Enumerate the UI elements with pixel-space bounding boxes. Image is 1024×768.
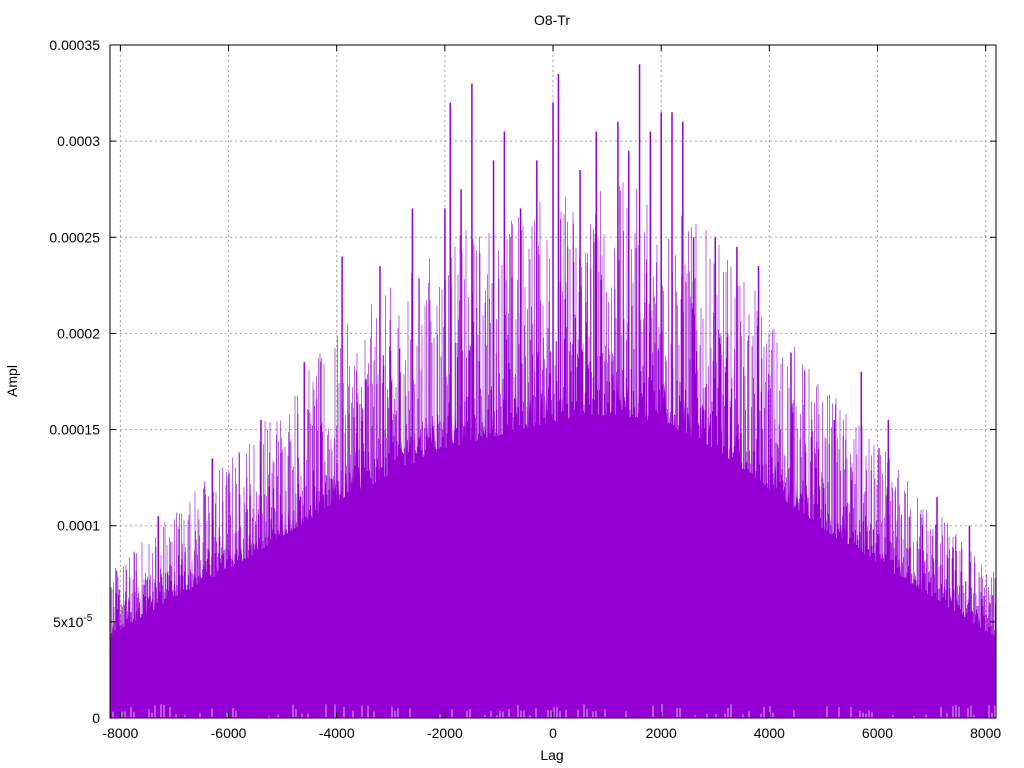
x-tick-label: -8000 [102, 725, 138, 741]
y-tick-label: 5x10-5 [53, 613, 93, 630]
x-axis-label: Lag [540, 747, 563, 763]
y-tick-label: 0.0002 [57, 325, 100, 341]
y-tick-label-exponent: -5 [83, 613, 92, 624]
y-tick-label: 0.00025 [49, 229, 100, 245]
axis-ticks: -8000 -6000 -4000 -2000 0 2000 4000 6000 8000 0 5x… [49, 37, 1001, 741]
x-tick-label: -4000 [319, 725, 355, 741]
y-tick-label: 0.00035 [49, 37, 100, 53]
y-tick-label: 0.0003 [57, 133, 100, 149]
x-tick-label: 2000 [646, 725, 677, 741]
chart-title: O8-Tr [534, 12, 570, 28]
y-tick-label: 0.0001 [57, 518, 100, 534]
y-tick-label: 0 [92, 710, 100, 726]
y-tick-label: 0.00015 [49, 422, 100, 438]
x-tick-label: 4000 [754, 725, 785, 741]
x-tick-label: 0 [549, 725, 557, 741]
x-tick-label: -6000 [211, 725, 247, 741]
x-tick-label: 8000 [970, 725, 1001, 741]
baseline-gaps [112, 704, 996, 718]
x-tick-label: 6000 [862, 725, 893, 741]
y-axis-label: Ampl [4, 365, 20, 397]
plot-area [109, 64, 997, 718]
y-tick-label-base: 5x10 [53, 614, 84, 630]
x-tick-label: -2000 [427, 725, 463, 741]
